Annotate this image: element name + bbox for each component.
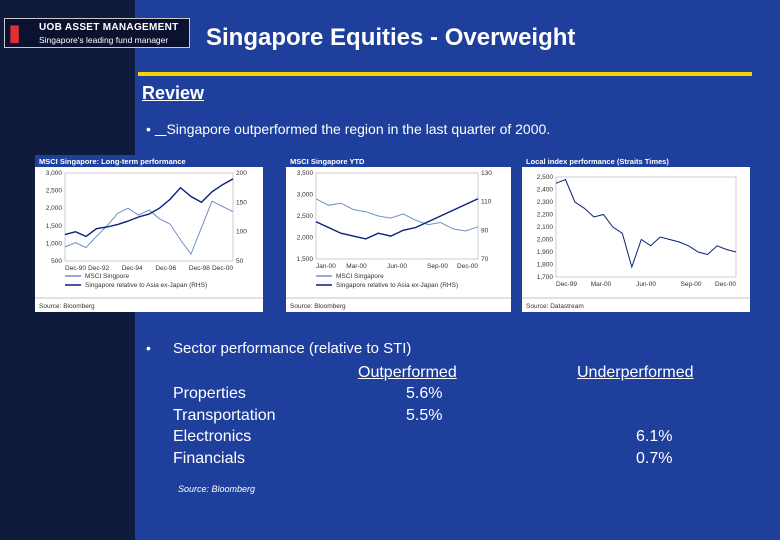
y-tick-label: 2,500 xyxy=(46,188,63,195)
logo-mark-icon: |||| xyxy=(9,23,20,43)
logo-name: UOB ASSET MANAGEMENT xyxy=(39,22,179,33)
legend-entry: Singapore relative to Asia ex-Japan (RHS… xyxy=(85,282,207,289)
series-line-1 xyxy=(315,198,479,240)
chart-title-bar xyxy=(286,155,511,167)
x-tick-label: Dec-90 xyxy=(65,265,86,272)
sector-name: Financials xyxy=(173,450,246,467)
sector-title: Sector performance (relative to STI) xyxy=(173,340,412,357)
x-tick-label: Dec-98 xyxy=(189,265,210,272)
sector-bullet: • xyxy=(146,340,151,356)
sector-source: Source: Bloomberg xyxy=(178,484,256,494)
chart-ytd: MSCI Singapore YTD 3,500 3,000 2,500 2,000 1… xyxy=(286,155,511,312)
series-line-0 xyxy=(555,178,737,269)
y2-tick-label: 100 xyxy=(236,229,247,236)
sector-name: Electronics xyxy=(173,428,252,445)
underperformed-value: 0.7% xyxy=(636,450,673,467)
y-tick-label: 1,700 xyxy=(537,274,554,281)
y-tick-label: 3,000 xyxy=(46,170,63,177)
x-tick-label: Dec-00 xyxy=(212,265,233,272)
legend-entry: MSCI Singapore xyxy=(336,273,384,280)
x-tick-label: Mar-00 xyxy=(346,263,367,270)
sector-name: Properties xyxy=(173,385,246,402)
y2-tick-label: 110 xyxy=(481,199,492,206)
title-divider xyxy=(138,72,752,76)
y2-tick-label: 130 xyxy=(481,170,492,177)
x-tick-label: Dec-99 xyxy=(556,281,577,288)
y-tick-label: 2,000 xyxy=(46,205,63,212)
bullet: • xyxy=(146,121,151,137)
y2-tick-label: 70 xyxy=(481,256,489,263)
x-tick-label: Jan-00 xyxy=(316,263,336,270)
outperformed-value: 5.6% xyxy=(406,385,443,402)
page-title: Singapore Equities - Overweight xyxy=(206,24,576,51)
chart-straits-times: Local index performance (Straits Times) … xyxy=(522,155,750,312)
chart-title: MSCI Singapore YTD xyxy=(290,157,365,166)
legend-entry: Singapore relative to Asia ex-Japan (RHS… xyxy=(336,282,458,289)
logo: |||| UOB ASSET MANAGEMENT Singapore's le… xyxy=(4,18,190,48)
outperformed-header: Outperformed xyxy=(358,364,457,381)
chart-source: Source: Datastream xyxy=(526,303,584,310)
chart-title: MSCI Singapore: Long-term performance xyxy=(39,157,186,166)
chart-source: Source: Bloomberg xyxy=(290,303,346,310)
chart-title: Local index performance (Straits Times) xyxy=(526,157,669,166)
chart-title-bar xyxy=(522,155,750,167)
y-tick-label: 2,500 xyxy=(537,174,554,181)
y-tick-label: 2,400 xyxy=(537,187,554,194)
y-tick-label: 2,100 xyxy=(537,224,554,231)
y-tick-label: 1,800 xyxy=(537,262,554,269)
chart-title-bar xyxy=(35,155,263,167)
logo-tagline: Singapore's leading fund manager xyxy=(39,35,169,45)
x-tick-label: Mar-00 xyxy=(591,281,612,288)
y-tick-label: 2,500 xyxy=(297,213,314,220)
x-tick-label: Dec-00 xyxy=(457,263,478,270)
underperformed-header: Underperformed xyxy=(577,364,694,381)
series-line-0 xyxy=(315,198,479,232)
y-tick-label: 500 xyxy=(51,258,62,265)
y-tick-label: 1,000 xyxy=(46,240,63,247)
y-tick-label: 1,500 xyxy=(46,223,63,230)
plot-area xyxy=(315,172,479,260)
y-tick-label: 1,900 xyxy=(537,249,554,256)
x-tick-label: Dec-00 xyxy=(715,281,736,288)
y2-tick-label: 50 xyxy=(236,258,244,265)
series-line-0 xyxy=(64,200,234,256)
y-tick-label: 2,000 xyxy=(297,235,314,242)
plot-area xyxy=(64,172,234,262)
x-tick-label: Dec-96 xyxy=(155,265,176,272)
x-tick-label: Dec-92 xyxy=(88,265,109,272)
review-point-text: Singapore outperformed the region in the… xyxy=(166,121,551,137)
x-tick-label: Dec-94 xyxy=(122,265,143,272)
y2-tick-label: 200 xyxy=(236,170,247,177)
review-point: • Singapore outperformed the region in t… xyxy=(146,121,550,137)
y-tick-label: 1,500 xyxy=(297,256,314,263)
chart-source: Source: Bloomberg xyxy=(39,303,95,310)
x-tick-label: Sep-00 xyxy=(681,281,702,288)
review-heading: Review xyxy=(142,83,205,103)
underperformed-value: 6.1% xyxy=(636,428,673,445)
y-tick-label: 2,000 xyxy=(537,237,554,244)
y-tick-label: 2,300 xyxy=(537,199,554,206)
outperformed-value: 5.5% xyxy=(406,407,443,424)
series-line-1 xyxy=(64,178,234,238)
y2-tick-label: 90 xyxy=(481,227,489,234)
sector-name: Transportation xyxy=(173,407,276,424)
y2-tick-label: 150 xyxy=(236,199,247,206)
y-tick-label: 2,200 xyxy=(537,212,554,219)
chart-long-term: MSCI Singapore: Long-term performance 3,… xyxy=(35,155,263,312)
x-tick-label: Jun-00 xyxy=(636,281,656,288)
plot-area xyxy=(555,176,737,278)
y-tick-label: 3,000 xyxy=(297,192,314,199)
y-tick-label: 3,500 xyxy=(297,170,314,177)
x-tick-label: Sep-00 xyxy=(427,263,448,270)
legend-entry: MSCI Singpore xyxy=(85,273,129,280)
x-tick-label: Jun-00 xyxy=(387,263,407,270)
